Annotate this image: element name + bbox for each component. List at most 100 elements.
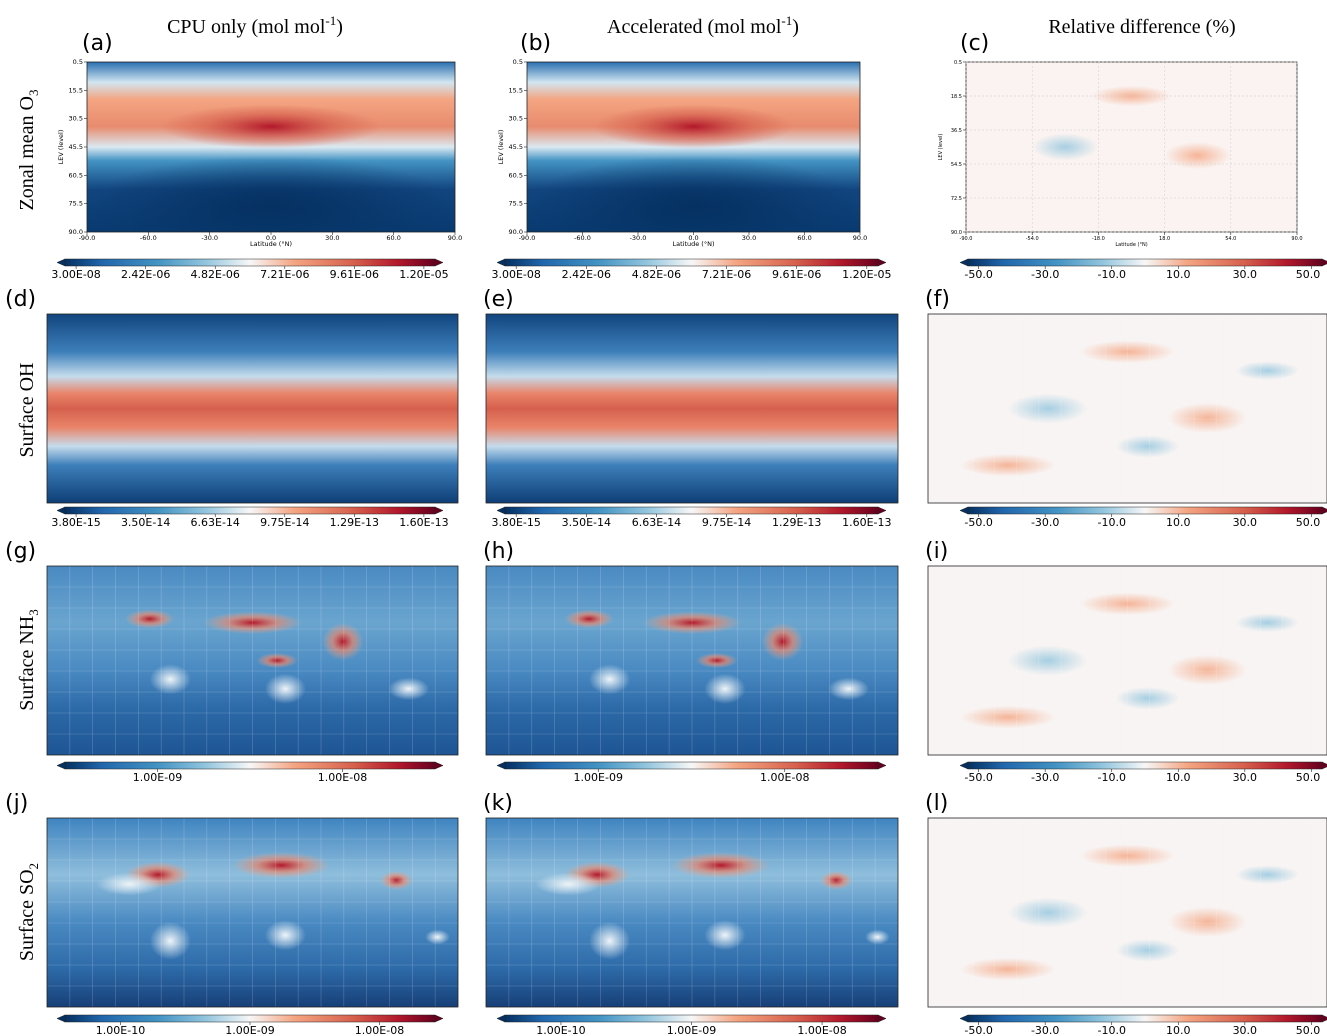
colorbar-tick-label: 10.0	[1166, 1024, 1191, 1036]
panel: (d) 3.80E-15 3.50E-14 6.63E-14 9.75E-14 1.29E…	[5, 287, 459, 529]
column-header-end: )	[792, 16, 799, 38]
y-tick-label: 15.5	[509, 86, 523, 94]
row-label: Zonal mean O3	[16, 90, 41, 211]
colorbar-tick-label: 1.00E-08	[318, 771, 367, 784]
y-tick-label: 30.5	[509, 115, 523, 123]
row-label-sub: 2	[26, 863, 41, 870]
plot-frame	[485, 565, 899, 756]
x-axis-label: Latitude (°N)	[1115, 242, 1147, 248]
colorbar-tick-label: 1.00E-09	[574, 771, 623, 784]
colorbar-tick-label: -10.0	[1097, 1024, 1125, 1036]
colorbar-tick-label: 1.00E-09	[225, 1024, 274, 1036]
colorbar-tick-label: 7.21E-06	[260, 268, 309, 281]
colorbar-extend	[959, 506, 969, 515]
colorbar-tick-label: 4.82E-06	[191, 268, 240, 281]
colorbar-tick-label: 9.61E-06	[772, 268, 821, 281]
column-header: Relative difference (%)	[1048, 16, 1235, 38]
column-header-main: CPU only (mol mol	[167, 16, 326, 38]
colorbar-extend	[959, 258, 969, 267]
y-tick-label: 90.0	[69, 228, 83, 236]
colorbar-tick-label: 9.61E-06	[330, 268, 379, 281]
panel: (j) 1.00E-10 1.00E-09 1.00E-08	[5, 791, 459, 1036]
field-feature	[959, 453, 1056, 477]
panel: (f) -50.0 -30.0 -10.0 10.0 30.0 50.0	[925, 287, 1327, 529]
colorbar	[967, 761, 1323, 770]
colorbar-tick-label: 10.0	[1166, 516, 1191, 529]
column-header-sup: -1	[325, 13, 336, 28]
field-feature	[642, 611, 742, 635]
colorbar-extend	[434, 1014, 444, 1023]
panel: (k) 1.00E-10 1.00E-09 1.00E-08	[483, 791, 899, 1036]
colorbar-tick-label: 30.0	[1233, 1024, 1258, 1036]
y-axis-label: LEV (level)	[57, 130, 65, 165]
field-feature	[1167, 654, 1248, 686]
colorbar-extend	[1321, 761, 1327, 770]
field-feature	[1235, 613, 1300, 633]
field-low	[527, 155, 860, 232]
plot-frame	[927, 313, 1327, 504]
colorbar-tick-label: 6.63E-14	[632, 516, 681, 529]
colorbar	[64, 1014, 436, 1023]
x-tick-label: -30.0	[630, 234, 647, 242]
colorbar-extend	[1321, 258, 1327, 267]
x-tick-label: -18.0	[1092, 236, 1105, 242]
colorbar-tick-label: -10.0	[1097, 516, 1125, 529]
x-tick-label: 90.0	[1291, 236, 1302, 242]
field	[47, 566, 458, 755]
y-tick-label: 72.5	[951, 196, 962, 202]
colorbar-tick-label: 9.75E-14	[260, 516, 309, 529]
colorbar	[504, 761, 879, 770]
plot-area	[47, 566, 458, 755]
field-feature	[96, 872, 163, 896]
colorbar-extend	[877, 506, 887, 515]
panel-letter: (e)	[483, 287, 514, 312]
plot-frame	[485, 817, 899, 1008]
panel-letter: (a)	[82, 31, 113, 56]
field-feature	[589, 664, 631, 695]
colorbar-extend	[56, 506, 66, 515]
row-label-main: Surface NH	[16, 616, 38, 711]
panel: (g) 1.00E-09 1.00E-08	[5, 539, 459, 784]
colorbar-tick-label: 3.00E-08	[51, 268, 100, 281]
x-tick-label: 60.0	[797, 234, 811, 242]
panel-letter: (d)	[5, 287, 36, 312]
x-tick-label: 54.0	[1225, 236, 1236, 242]
colorbar-tick-label: 3.50E-14	[562, 516, 611, 529]
colorbar-tick-label: 1.00E-09	[133, 771, 182, 784]
colorbar-tick-label: 1.20E-05	[399, 268, 448, 281]
colorbar-tick-label: -30.0	[1031, 268, 1059, 281]
colorbar-tick-label: 1.00E-08	[355, 1024, 404, 1036]
colorbar	[64, 258, 436, 267]
panel: (e) 3.80E-15 3.50E-14 6.63E-14 9.75E-14 1.29E…	[483, 287, 899, 529]
panel-letter: (b)	[520, 31, 551, 56]
field-feature	[1167, 906, 1248, 938]
field-feature	[762, 622, 804, 661]
colorbar-extend	[434, 506, 444, 515]
colorbar-tick-label: 50.0	[1296, 1024, 1321, 1036]
panel: (l) -50.0 -30.0 -10.0 10.0 30.0 50.0	[925, 791, 1327, 1036]
y-tick-label: 90.0	[951, 230, 962, 236]
field-feature	[388, 677, 430, 701]
y-tick-label: 45.5	[69, 143, 83, 151]
field	[486, 818, 898, 1007]
x-tick-label: -54.0	[1026, 236, 1039, 242]
colorbar-extend	[959, 761, 969, 770]
colorbar-tick-label: 50.0	[1296, 516, 1321, 529]
colorbar-tick-label: 30.0	[1233, 516, 1258, 529]
colorbar-tick-label: 1.29E-13	[330, 516, 379, 529]
plot-area	[47, 818, 458, 1007]
colorbar-tick-label: 2.42E-06	[562, 268, 611, 281]
column-header-end: )	[336, 16, 343, 38]
field-feature	[203, 611, 302, 635]
field-feature	[1115, 938, 1180, 962]
x-tick-label: -90.0	[960, 236, 973, 242]
y-tick-label: 0.5	[513, 58, 523, 66]
colorbar	[64, 761, 436, 770]
column-header-main: Accelerated (mol mol	[607, 16, 782, 38]
x-tick-label: 30.0	[325, 234, 339, 242]
field-core	[593, 104, 794, 149]
field-feature	[264, 673, 306, 704]
colorbar	[967, 1014, 1323, 1023]
colorbar-tick-label: 30.0	[1233, 268, 1258, 281]
